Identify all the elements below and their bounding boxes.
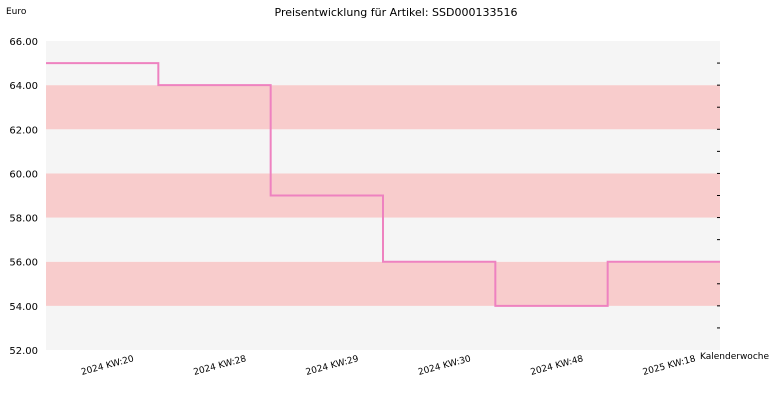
chart-title: Preisentwicklung für Artikel: SSD0001335… [275,6,518,19]
x-tick-label: 2024 KW:29 [305,354,360,378]
x-tick-label: 2024 KW:20 [80,354,135,378]
grid-band [46,85,720,130]
y-tick-label: 66.00 [9,37,38,48]
y-tick-label: 58.00 [9,214,38,225]
x-tick-label: 2025 KW:18 [642,354,697,378]
y-tick-label: 56.00 [9,258,38,269]
y-tick-labels: 52.00 54.00 56.00 58.00 60.00 62.00 64.00 66.00 [9,37,38,357]
x-tick-labels: 2024 KW:20 2024 KW:28 2024 KW:29 2024 KW:30… [80,354,697,378]
grid-band [46,305,720,350]
y-tick-label: 64.00 [9,81,38,92]
x-tick-label: 2024 KW:28 [193,354,248,378]
grid-band [46,129,720,174]
y-tick-label: 54.00 [9,302,38,313]
x-axis-label: Kalenderwoche [700,352,769,362]
x-tick-label: 2024 KW:48 [530,354,585,378]
grid-band [46,261,720,306]
y-axis-label: Euro [6,7,27,17]
price-step-line [46,62,720,307]
y-tick-label: 60.00 [9,169,38,180]
y-tick-label: 52.00 [9,346,38,357]
y-tick-label: 62.00 [9,125,38,136]
x-tick-label: 2024 KW:30 [417,354,472,378]
